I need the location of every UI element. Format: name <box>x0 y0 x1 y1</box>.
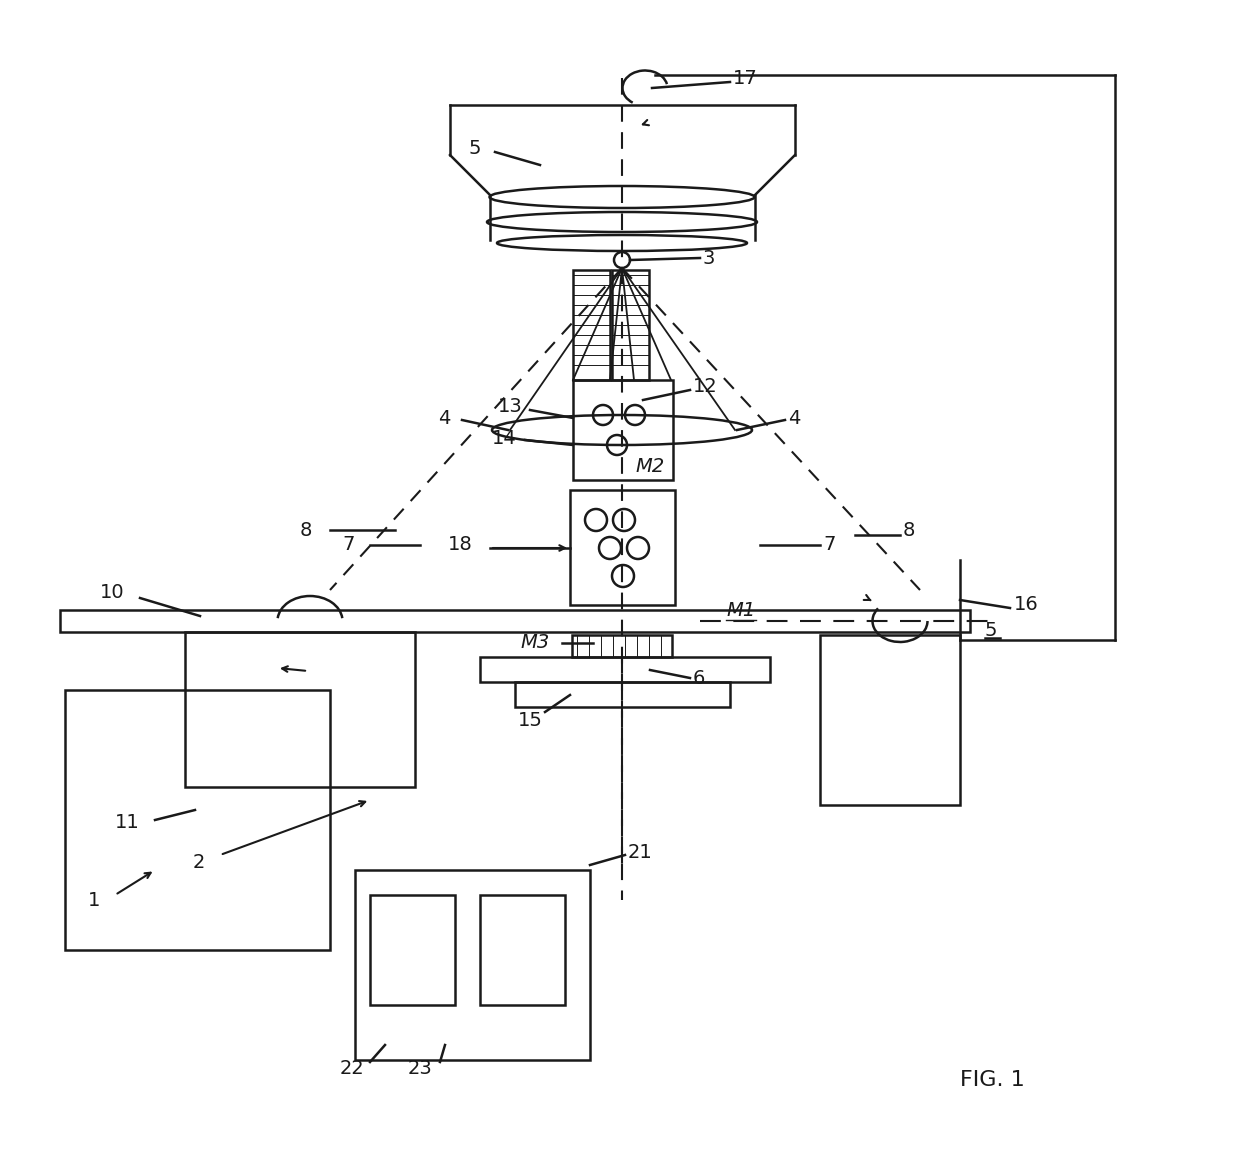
Bar <box>820 635 960 805</box>
Text: 17: 17 <box>733 69 758 89</box>
Bar <box>480 896 565 1005</box>
Bar <box>573 380 673 480</box>
Bar <box>572 635 672 657</box>
Text: 22: 22 <box>340 1058 365 1078</box>
Bar <box>570 490 675 605</box>
Text: 11: 11 <box>115 812 140 832</box>
Text: 1: 1 <box>88 891 100 909</box>
Text: 7: 7 <box>342 535 355 555</box>
Text: 5: 5 <box>467 138 481 157</box>
Bar <box>64 690 330 950</box>
Text: 14: 14 <box>492 428 517 448</box>
Text: M1: M1 <box>725 600 755 620</box>
Text: 18: 18 <box>448 535 472 555</box>
Text: 4: 4 <box>438 409 450 427</box>
Text: FIG. 1: FIG. 1 <box>960 1070 1024 1091</box>
Text: 21: 21 <box>627 842 652 862</box>
Text: 4: 4 <box>787 409 800 427</box>
Bar <box>480 657 770 682</box>
Bar <box>185 632 415 787</box>
Text: M2: M2 <box>635 457 665 477</box>
Bar <box>613 270 649 380</box>
Bar <box>515 682 730 707</box>
Bar <box>60 610 970 632</box>
Text: M3: M3 <box>520 632 549 652</box>
Text: 8: 8 <box>903 520 915 540</box>
Text: 2: 2 <box>193 853 206 871</box>
Text: 16: 16 <box>1014 595 1039 614</box>
Text: 12: 12 <box>693 377 718 397</box>
Text: 15: 15 <box>518 711 543 729</box>
Text: 8: 8 <box>300 520 312 540</box>
Text: 5: 5 <box>985 621 997 639</box>
Text: 6: 6 <box>693 668 706 688</box>
Text: 13: 13 <box>498 397 523 417</box>
Text: 7: 7 <box>823 535 836 555</box>
Bar <box>370 896 455 1005</box>
Text: 10: 10 <box>100 583 125 601</box>
Bar <box>355 870 590 1061</box>
Text: 23: 23 <box>408 1058 433 1078</box>
Text: 3: 3 <box>703 248 715 268</box>
Bar <box>573 270 610 380</box>
